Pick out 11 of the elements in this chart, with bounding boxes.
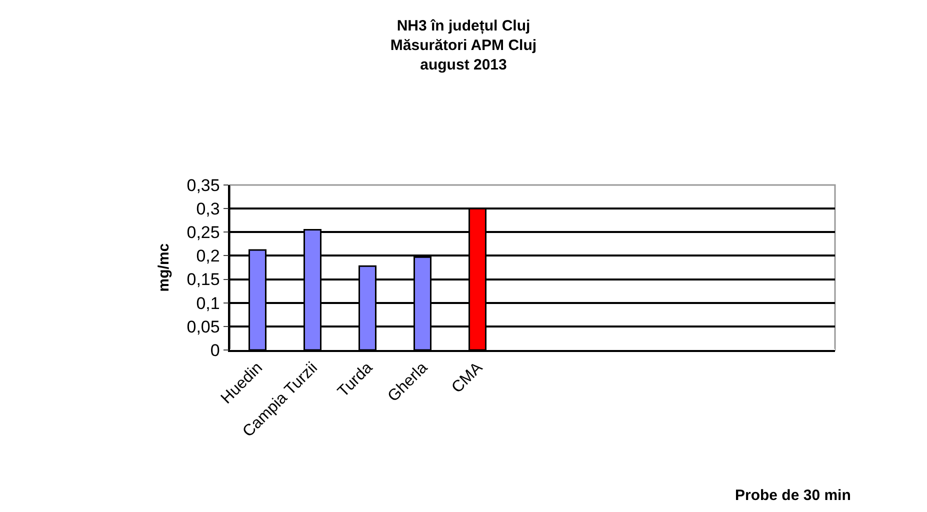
y-tick-label: 0,15 xyxy=(186,270,220,290)
y-tick-label: 0,2 xyxy=(196,246,220,266)
y-axis-title: mg/mc xyxy=(156,243,173,292)
y-tick-label: 0,3 xyxy=(196,200,220,219)
y-tick-label: 0,1 xyxy=(196,294,220,313)
y-tick-label: 0,05 xyxy=(186,317,220,336)
x-axis-title: Probe de 30 min xyxy=(735,487,851,504)
y-tick-label: 0,25 xyxy=(186,223,220,242)
y-tick-label: 0 xyxy=(210,340,220,360)
y-tick-label: 0,35 xyxy=(186,176,220,195)
chart-title: NH3 în județul Cluj Măsurători APM Cluj august 2013 xyxy=(390,18,537,74)
